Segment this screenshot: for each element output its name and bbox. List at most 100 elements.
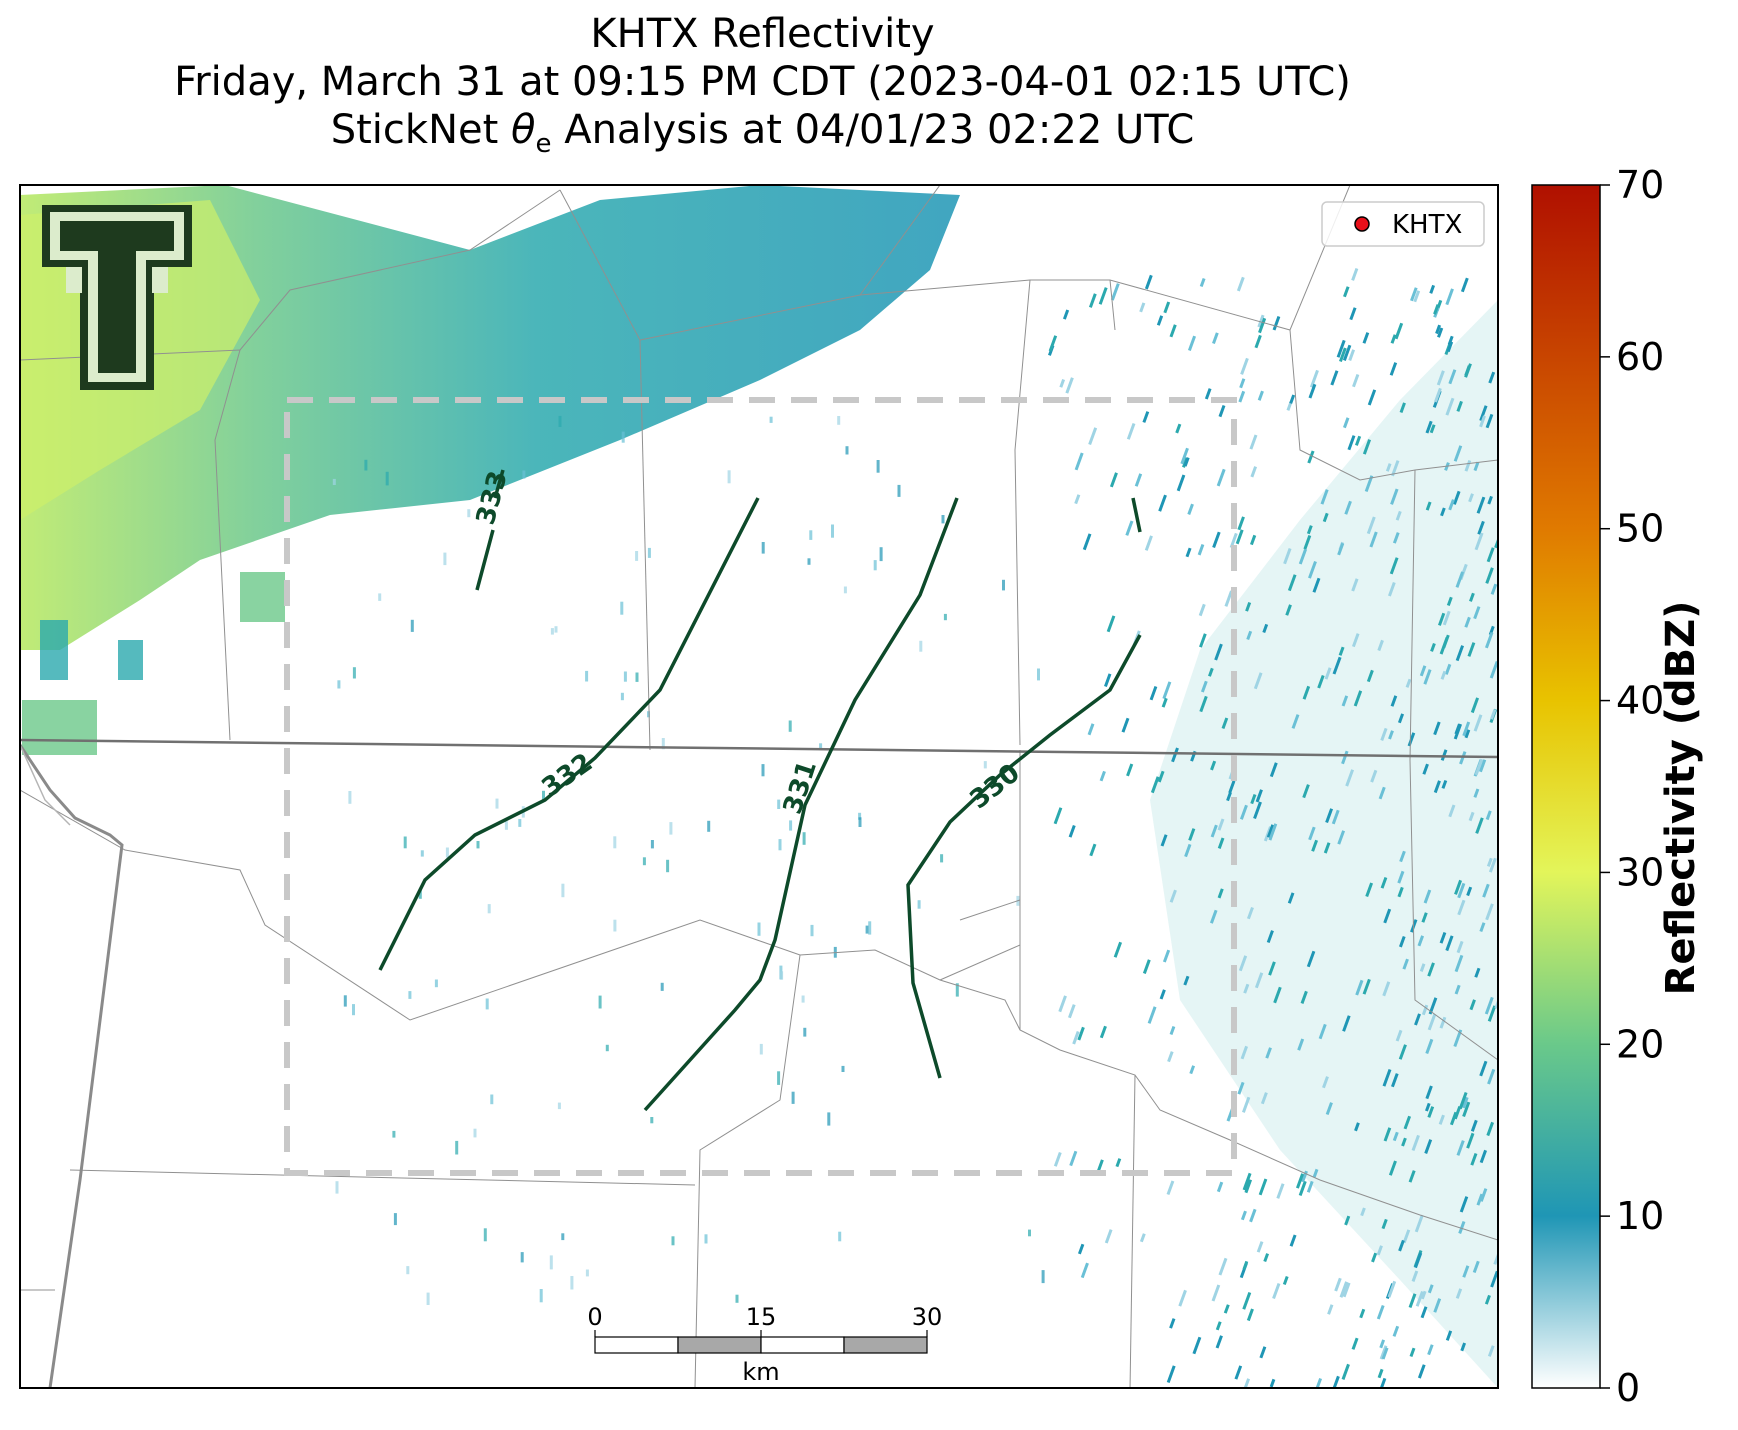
sparse-return — [487, 904, 491, 914]
clear-air-return — [1362, 978, 1371, 995]
clear-air-return — [1457, 882, 1466, 899]
clear-air-return — [1257, 314, 1265, 328]
clear-air-return — [1266, 930, 1274, 943]
clear-air-return — [1336, 339, 1346, 358]
clear-air-return — [1382, 981, 1391, 997]
county-boundaries — [20, 185, 1498, 1388]
clear-air-return — [1414, 1013, 1421, 1026]
sparse-return — [1037, 668, 1040, 681]
clear-air-return — [1228, 780, 1236, 794]
sparse-return — [1002, 579, 1005, 591]
clear-air-return — [1441, 780, 1448, 789]
clear-air-return — [1464, 729, 1471, 739]
sparse-return — [598, 995, 602, 1009]
sparse-return — [490, 1094, 494, 1105]
clear-air-return — [1470, 1119, 1478, 1132]
clear-air-return — [1458, 1221, 1466, 1234]
clear-air-return — [1391, 1073, 1399, 1088]
clear-air-return — [1428, 997, 1438, 1015]
clear-air-return — [1362, 332, 1370, 344]
clear-air-return — [1385, 463, 1392, 472]
clear-air-return — [1268, 823, 1278, 841]
clear-air-return — [1285, 604, 1292, 616]
colorbar-tick-label: 0 — [1616, 1366, 1640, 1410]
clear-air-return — [1237, 516, 1245, 531]
clear-air-return — [1347, 435, 1356, 451]
clear-air-return — [1376, 1245, 1383, 1256]
clear-air-return — [1166, 1365, 1176, 1383]
clear-air-return — [1272, 315, 1281, 331]
clear-air-return — [1142, 959, 1151, 974]
clear-air-return — [1425, 1038, 1434, 1055]
clear-air-return — [1176, 474, 1186, 492]
clear-air-return — [1169, 324, 1177, 338]
clear-air-return — [1175, 423, 1182, 434]
clear-air-return — [1377, 1368, 1384, 1379]
clear-air-return — [1269, 762, 1278, 778]
sparse-return — [393, 1213, 397, 1226]
clear-air-return — [1411, 1134, 1420, 1152]
clear-air-return — [1159, 989, 1166, 1000]
clear-air-return — [1287, 574, 1297, 592]
sparse-return — [445, 847, 449, 858]
sparse-return — [810, 924, 814, 937]
clear-air-return — [1253, 672, 1263, 690]
sparse-return — [757, 922, 761, 936]
clear-air-return — [1433, 1298, 1442, 1313]
precip-cell — [40, 620, 68, 680]
clear-air-return — [1484, 996, 1494, 1015]
clear-air-return — [1199, 695, 1208, 713]
sparse-return — [802, 832, 806, 845]
clear-air-return — [1053, 807, 1063, 825]
clear-air-return — [1341, 695, 1349, 707]
clear-air-return — [1399, 935, 1406, 948]
clear-air-return — [1391, 460, 1400, 477]
title-datetime: Friday, March 31 at 09:15 PM CDT (2023-0… — [174, 59, 1351, 105]
clear-air-return — [1298, 548, 1308, 565]
clear-air-return — [1484, 1294, 1491, 1305]
sparse-return — [671, 1236, 675, 1246]
clear-air-return — [1389, 362, 1398, 376]
clear-air-return — [1158, 494, 1167, 512]
clear-air-return — [1331, 809, 1340, 825]
clear-air-return — [1474, 967, 1481, 978]
clear-air-return — [1254, 972, 1264, 989]
clear-air-return — [1223, 1304, 1230, 1314]
clear-air-return — [1320, 489, 1329, 505]
clear-air-return — [1074, 452, 1084, 471]
sparse-return — [406, 1266, 410, 1275]
clear-air-return — [1436, 370, 1445, 386]
clear-air-return — [1474, 532, 1484, 551]
clear-air-return — [1367, 389, 1377, 406]
clear-air-return — [1423, 889, 1432, 904]
sparse-return — [495, 798, 499, 809]
clear-air-return — [1448, 804, 1456, 818]
sparse-return — [873, 560, 877, 571]
clear-air-return — [1425, 1102, 1431, 1112]
clear-air-return — [1440, 507, 1446, 517]
clear-air-return — [1126, 763, 1134, 777]
clear-air-return — [1087, 723, 1095, 736]
sparse-return — [539, 1289, 543, 1303]
clear-air-return — [1464, 616, 1471, 628]
clear-air-return — [1210, 824, 1218, 838]
clear-air-return — [1389, 557, 1399, 575]
sparse-return — [941, 515, 945, 524]
clear-air-return — [1342, 1015, 1351, 1032]
clear-air-return — [1468, 493, 1474, 503]
sparse-return — [455, 1140, 459, 1155]
khtx-marker-icon — [1354, 216, 1370, 232]
title-radar: KHTX Reflectivity — [590, 11, 935, 57]
clear-air-return — [1462, 1096, 1469, 1109]
clear-air-return — [1485, 810, 1492, 821]
clear-air-return — [1369, 531, 1378, 548]
clear-air-return — [1311, 839, 1319, 852]
clear-air-return — [1427, 1013, 1437, 1031]
clear-air-return — [1162, 949, 1171, 963]
contour-label-332: 332 — [537, 748, 599, 804]
clear-air-return — [1246, 630, 1253, 640]
clear-air-return — [1169, 1318, 1176, 1329]
clear-air-return — [1324, 667, 1332, 680]
clear-air-return — [1470, 697, 1480, 714]
clear-air-return — [1403, 1115, 1412, 1130]
